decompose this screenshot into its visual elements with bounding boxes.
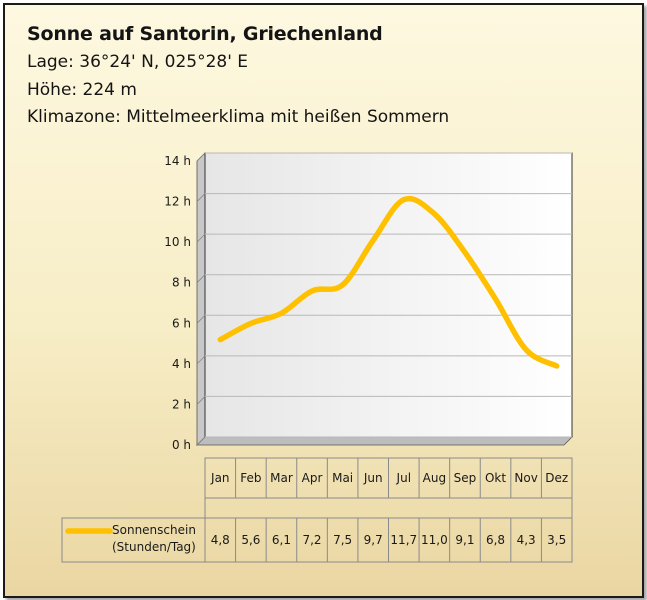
x-tick-label: Jun — [363, 471, 383, 485]
value-row — [61, 517, 573, 563]
plot-side-wall — [196, 152, 206, 446]
gridline-side — [196, 355, 206, 365]
altitude-text: Höhe: 224 m — [27, 80, 137, 100]
data-label: 5,6 — [241, 533, 260, 547]
gridline-side — [196, 152, 206, 162]
gridline-side — [196, 233, 206, 243]
x-tick-label: Mar — [270, 471, 293, 485]
data-label: 3,5 — [547, 533, 566, 547]
climate-zone-text: Klimazone: Mittelmeerklima mit heißen So… — [27, 107, 450, 127]
data-label: 11,7 — [390, 533, 417, 547]
y-tick-label: 0 h — [172, 438, 191, 452]
x-tick-label: Apr — [302, 471, 323, 485]
x-tick-label: Nov — [514, 471, 537, 485]
gridline-side — [196, 315, 206, 324]
legend-label: Sonnenschein — [112, 523, 196, 537]
series-line-sunshine — [217, 195, 560, 369]
x-tick-label: Feb — [240, 471, 261, 485]
data-label: 4,3 — [517, 533, 536, 547]
plot-area: 0 h 2 h 4 h 6 h 8 h 10 h 12 h 14 h — [164, 152, 573, 452]
gridline-side — [196, 396, 206, 405]
x-tick-label: Aug — [423, 471, 446, 485]
gridline-side — [196, 436, 206, 446]
y-tick-label: 14 h — [164, 154, 191, 168]
x-tick-label: Dez — [545, 471, 568, 485]
data-label: 4,8 — [211, 533, 230, 547]
data-label: 9,1 — [455, 533, 474, 547]
x-tick-label: Jul — [396, 471, 411, 485]
data-table: Jan 4,8 Feb 5,6 Mar 6,1 Apr 7,2 Mai 7,5 Jun 9,7 Jul 1… — [61, 457, 573, 563]
gridline-side — [196, 193, 206, 202]
data-label: 11,0 — [421, 533, 448, 547]
data-label: 7,2 — [302, 533, 321, 547]
y-tick-label: 12 h — [164, 195, 191, 209]
plot-floor — [196, 436, 573, 446]
y-tick-label: 4 h — [172, 357, 191, 371]
plot-background — [204, 152, 573, 438]
data-label: 6,1 — [272, 533, 291, 547]
x-tick-label: Sep — [454, 471, 477, 485]
x-tick-label: Mai — [332, 471, 353, 485]
chart-title: Sonne auf Santorin, Griechenland — [27, 23, 383, 45]
y-tick-label: 6 h — [172, 316, 191, 330]
legend-label: (Stunden/Tag) — [112, 540, 196, 554]
y-tick-label: 8 h — [172, 276, 191, 290]
data-label: 9,7 — [364, 533, 383, 547]
gridline-side — [196, 274, 206, 283]
y-tick-label: 10 h — [164, 235, 191, 249]
data-label: 6,8 — [486, 533, 505, 547]
y-tick-label: 2 h — [172, 397, 191, 411]
x-tick-label: Okt — [485, 471, 506, 485]
x-tick-label: Jan — [210, 471, 230, 485]
data-label: 7,5 — [333, 533, 352, 547]
location-text: Lage: 36°24' N, 025°28' E — [27, 52, 249, 72]
